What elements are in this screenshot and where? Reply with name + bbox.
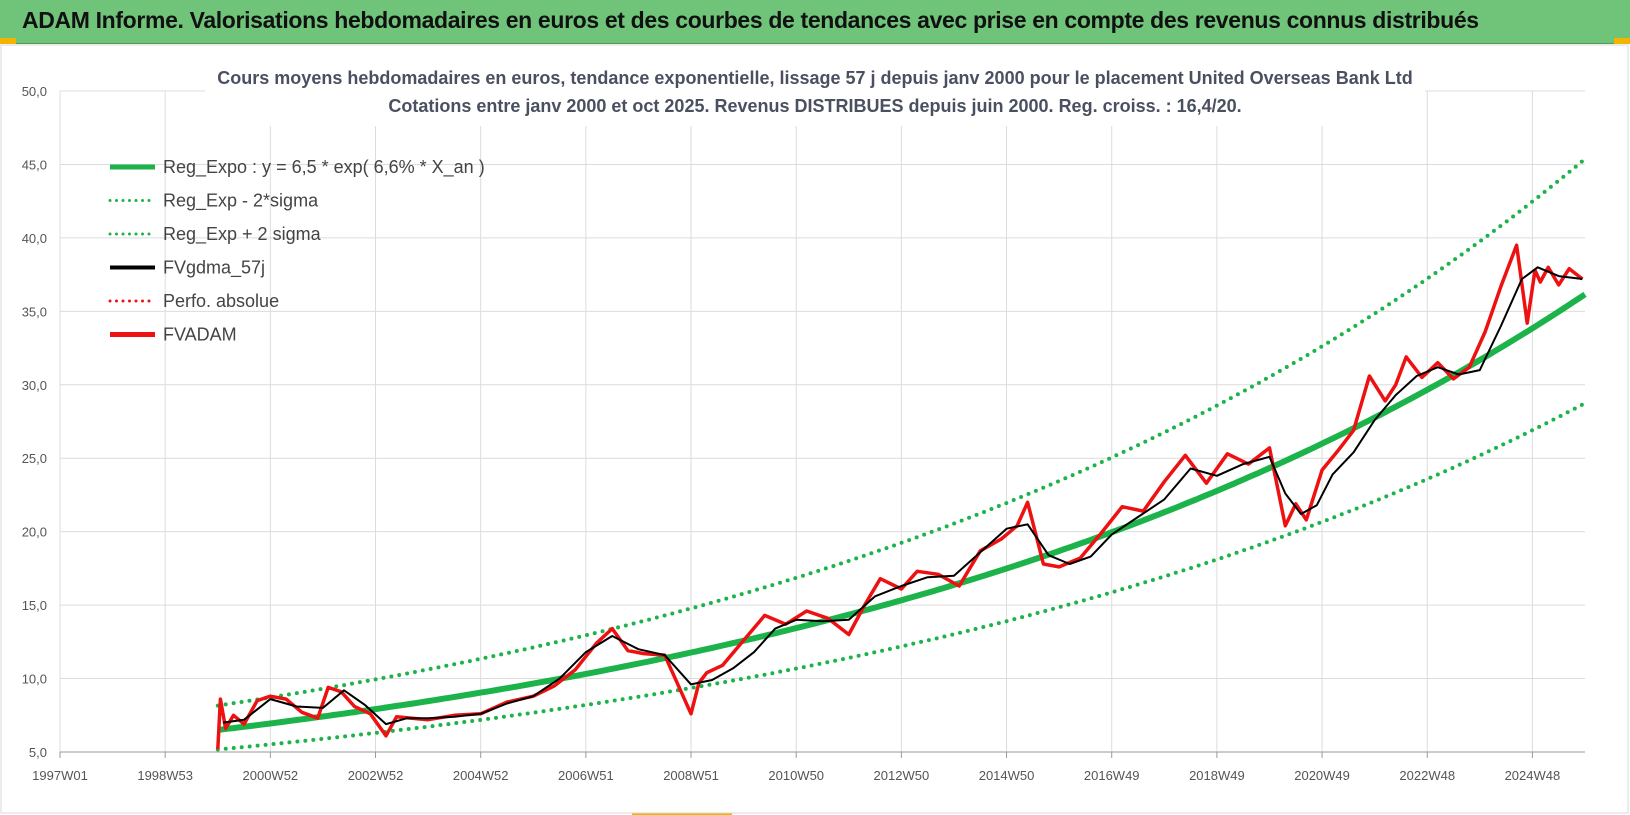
legend-label: FVADAM xyxy=(163,325,237,345)
x-tick-label: 2004W52 xyxy=(453,768,509,783)
legend-label: Reg_Exp - 2*sigma xyxy=(163,191,319,212)
legend-label: FVgdma_57j xyxy=(163,258,265,279)
y-tick-label: 5,0 xyxy=(29,745,47,760)
x-tick-label: 2002W52 xyxy=(348,768,404,783)
y-tick-label: 15,0 xyxy=(22,598,47,613)
x-tick-label: 2000W52 xyxy=(243,768,299,783)
y-tick-label: 50,0 xyxy=(22,84,47,99)
corner-marker-left xyxy=(0,38,16,44)
y-tick-label: 40,0 xyxy=(22,231,47,246)
chart-subtitle: Cotations entre janv 2000 et oct 2025. R… xyxy=(388,96,1241,116)
x-axis: 1997W01 1998W53 2000W52 2002W52 2004W52 2006W… xyxy=(32,768,1560,783)
x-tick-label: 2006W51 xyxy=(558,768,614,783)
chart-title: Cours moyens hebdomadaires en euros, ten… xyxy=(217,68,1412,88)
x-tick-label: 2010W50 xyxy=(768,768,824,783)
corner-marker-right xyxy=(1614,38,1630,44)
x-tick-label: 2024W48 xyxy=(1505,768,1561,783)
series-reg-exp-plus-2sigma xyxy=(215,157,1587,708)
header-bar: ADAM Informe. Valorisations hebdomadaire… xyxy=(0,0,1630,44)
chart: Cours moyens hebdomadaires en euros, ten… xyxy=(0,44,1629,814)
y-tick-label: 20,0 xyxy=(22,525,47,540)
y-tick-label: 30,0 xyxy=(22,378,47,393)
series-fvadam xyxy=(216,243,1584,750)
title-backdrop xyxy=(205,64,1425,126)
y-tick-label: 10,0 xyxy=(22,672,47,687)
y-tick-label: 35,0 xyxy=(22,304,47,319)
x-tick-label: 1998W53 xyxy=(137,768,193,783)
series-reg-exp-minus-2sigma xyxy=(215,401,1587,752)
page-title: ADAM Informe. Valorisations hebdomadaire… xyxy=(22,7,1479,33)
y-tick-label: 45,0 xyxy=(22,157,47,172)
x-tick-label: 2012W50 xyxy=(874,768,930,783)
y-axis: 5,0 10,0 15,0 20,0 25,0 30,0 35,0 40,0 45,0 50,0 xyxy=(22,84,47,760)
y-tick-label: 25,0 xyxy=(22,451,47,466)
series-reg-expo xyxy=(217,291,1587,733)
x-tick-label: 2022W48 xyxy=(1399,768,1455,783)
x-tick-label: 2020W49 xyxy=(1294,768,1350,783)
x-tick-label: 2008W51 xyxy=(663,768,719,783)
x-tick-label: 1997W01 xyxy=(32,768,88,783)
plot-series xyxy=(215,157,1587,752)
legend-label: Reg_Expo : y = 6,5 * exp( 6,6% * X_an ) xyxy=(163,157,485,178)
x-tick-label: 2016W49 xyxy=(1084,768,1140,783)
x-tick-label: 2018W49 xyxy=(1189,768,1245,783)
legend: Reg_Expo : y = 6,5 * exp( 6,6% * X_an ) R… xyxy=(108,157,485,345)
series-fvgdma-57j xyxy=(222,266,1583,726)
legend-label: Reg_Exp + 2 sigma xyxy=(163,224,322,245)
legend-label: Perfo. absolue xyxy=(163,291,279,311)
x-tick-label: 2014W50 xyxy=(979,768,1035,783)
